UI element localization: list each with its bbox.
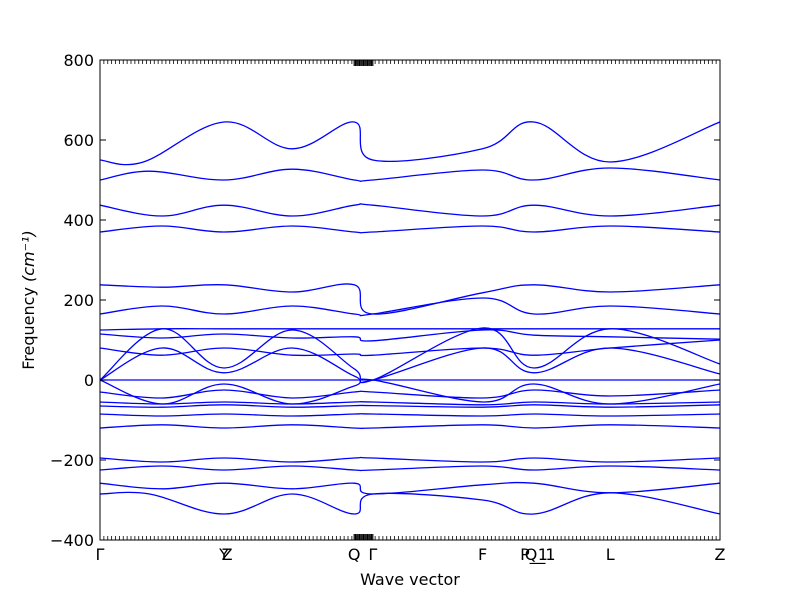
band-line-6 (99, 297, 721, 317)
axis-ticks (99, 59, 721, 541)
x-tick-labels: Γ YZ Q Γ F P_1Q_1 L Z (96, 545, 726, 565)
band-line-10 (99, 347, 721, 384)
y-axis-label-text: Frequency (19, 287, 38, 370)
y-tick-label: 600 (63, 131, 94, 150)
x-tick-label: Γ (96, 545, 105, 564)
band-line-5 (99, 283, 721, 315)
band-line-8 (99, 329, 721, 342)
band-line-16 (99, 404, 721, 408)
band-line-22 (99, 491, 721, 515)
y-tick-label: 0 (84, 371, 94, 390)
x-tick-label: Q (348, 545, 361, 564)
x-tick-label: Z (222, 545, 233, 564)
band-line-17 (99, 413, 721, 417)
band-line-1 (99, 121, 721, 166)
x-tick-label: Z (715, 545, 726, 564)
band-line-7 (99, 328, 721, 331)
y-axis-label-unit: (cm⁻¹) (19, 230, 38, 282)
band-line-2 (99, 167, 721, 183)
band-line-11 (99, 339, 721, 357)
x-tick-label: P_1 (520, 545, 548, 565)
band-line-21 (99, 481, 721, 495)
y-tick-label: 200 (63, 291, 94, 310)
band-line-14 (99, 389, 721, 399)
x-axis-label: Wave vector (360, 570, 460, 589)
band-line-4 (99, 225, 721, 234)
x-tick-label: Γ (368, 545, 377, 564)
band-line-3 (99, 203, 721, 217)
x-tick-label: L (606, 545, 615, 564)
band-line-20 (99, 465, 721, 472)
band-line-19 (99, 456, 721, 463)
y-tick-label: −400 (50, 531, 94, 550)
y-axis-label: Frequency (cm⁻¹) (19, 230, 38, 369)
x-tick-label: Y (218, 545, 229, 564)
band-line-18 (99, 424, 721, 430)
y-tick-labels: −400 −200 0 200 400 600 800 (50, 51, 94, 550)
band-line-13 (99, 378, 721, 405)
x-tick-label: Q_1 (525, 545, 556, 565)
y-tick-label: −200 (50, 451, 94, 470)
y-tick-label: 400 (63, 211, 94, 230)
band-line-15 (99, 401, 721, 406)
x-tick-label: F (478, 545, 487, 564)
y-tick-label: 800 (63, 51, 94, 70)
series-lines (99, 121, 721, 515)
